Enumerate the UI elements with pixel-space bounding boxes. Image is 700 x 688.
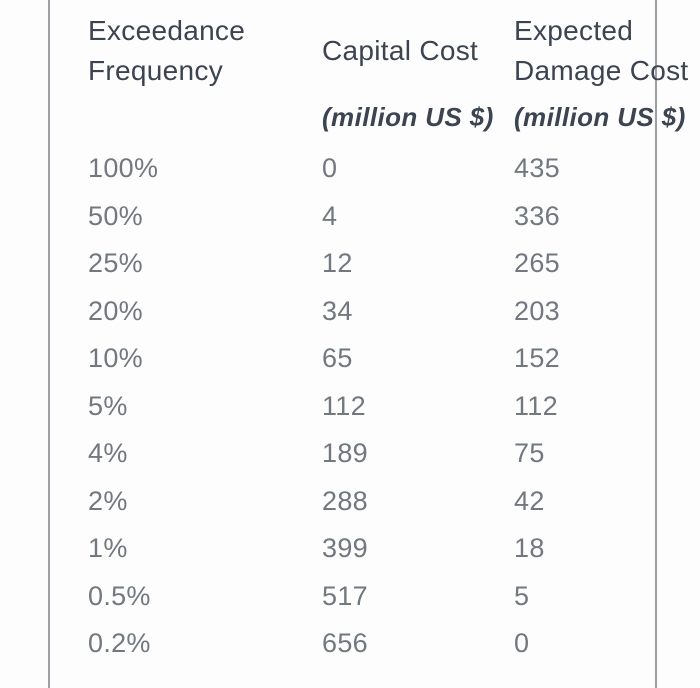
table-row: 5% 112 112 xyxy=(88,383,700,431)
table-cell: 34 xyxy=(322,295,353,326)
unit-cell-expected-damage-cost: (million US $) xyxy=(514,102,686,132)
table-cell: 4 xyxy=(322,200,338,231)
table-cell: 65 xyxy=(322,343,353,374)
table-cell: 100% xyxy=(88,153,159,184)
table-row: 0.5% 517 5 xyxy=(88,573,700,621)
table-cell: 265 xyxy=(514,248,560,279)
table-cell: 656 xyxy=(322,628,368,659)
table-cell: 112 xyxy=(514,390,558,421)
column-header-exceedance-frequency: Exceedance Frequency xyxy=(88,11,322,91)
unit-cell-capital-cost: (million US $) xyxy=(322,102,494,132)
column-header-capital-cost: Capital Cost xyxy=(322,31,514,71)
table-row: 1% 399 18 xyxy=(88,525,700,573)
table-row: 4% 189 75 xyxy=(88,430,700,478)
table-cell: 336 xyxy=(514,200,560,231)
table-cell: 0.2% xyxy=(88,628,151,659)
table-cell: 2% xyxy=(88,485,128,516)
table-units-row: (million US $) (million US $) xyxy=(88,97,700,137)
header-line: Frequency xyxy=(88,55,223,86)
table-row: 100% 0 435 xyxy=(88,145,700,193)
table-cell: 50% xyxy=(88,200,143,231)
table-cell: 5% xyxy=(88,390,128,421)
table-row: 2% 288 42 xyxy=(88,478,700,526)
table-cell: 399 xyxy=(322,533,368,564)
table-cell: 203 xyxy=(514,295,560,326)
table-cell: 0 xyxy=(514,628,530,659)
column-header-expected-damage-cost: Expected Damage Cost xyxy=(514,11,700,91)
header-line: Damage Cost xyxy=(514,55,689,86)
table-cell: 288 xyxy=(322,485,368,516)
table-cell: 10% xyxy=(88,343,143,374)
table-cell: 75 xyxy=(514,438,545,469)
table-cell: 152 xyxy=(514,343,560,374)
table-cell: 5 xyxy=(514,580,530,611)
table-cell: 12 xyxy=(322,248,353,279)
table-row: 0.2% 656 0 xyxy=(88,620,700,668)
table-cell: 18 xyxy=(514,533,545,564)
table-cell: 25% xyxy=(88,248,143,279)
header-line: Expected xyxy=(514,15,634,46)
table-cell: 0.5% xyxy=(88,580,151,611)
table-left-rule xyxy=(48,0,50,688)
table-header-row: Exceedance Frequency Capital Cost Expect… xyxy=(88,11,700,91)
header-line: Exceedance xyxy=(88,15,246,46)
header-line: Capital Cost xyxy=(322,35,479,66)
table-cell: 20% xyxy=(88,295,143,326)
unit-cell-empty xyxy=(88,97,322,137)
table-row: 10% 65 152 xyxy=(88,335,700,383)
table-cell: 517 xyxy=(322,580,368,611)
table-row: 25% 12 265 xyxy=(88,240,700,288)
table-right-rule xyxy=(655,0,657,688)
table-cell: 435 xyxy=(514,153,560,184)
table-row: 50% 4 336 xyxy=(88,193,700,241)
table-cell: 0 xyxy=(322,153,338,184)
table-cell: 189 xyxy=(322,438,368,469)
table-cell: 1% xyxy=(88,533,128,564)
table-row: 20% 34 203 xyxy=(88,288,700,336)
table-cell: 4% xyxy=(88,438,128,469)
table-cell: 42 xyxy=(514,485,545,516)
table-body: 100% 0 435 50% 4 336 25% 12 265 20% 34 203 10% 65 152 5… xyxy=(88,145,700,668)
table-content: Exceedance Frequency Capital Cost Expect… xyxy=(88,11,700,668)
table-cell: 112 xyxy=(322,390,366,421)
